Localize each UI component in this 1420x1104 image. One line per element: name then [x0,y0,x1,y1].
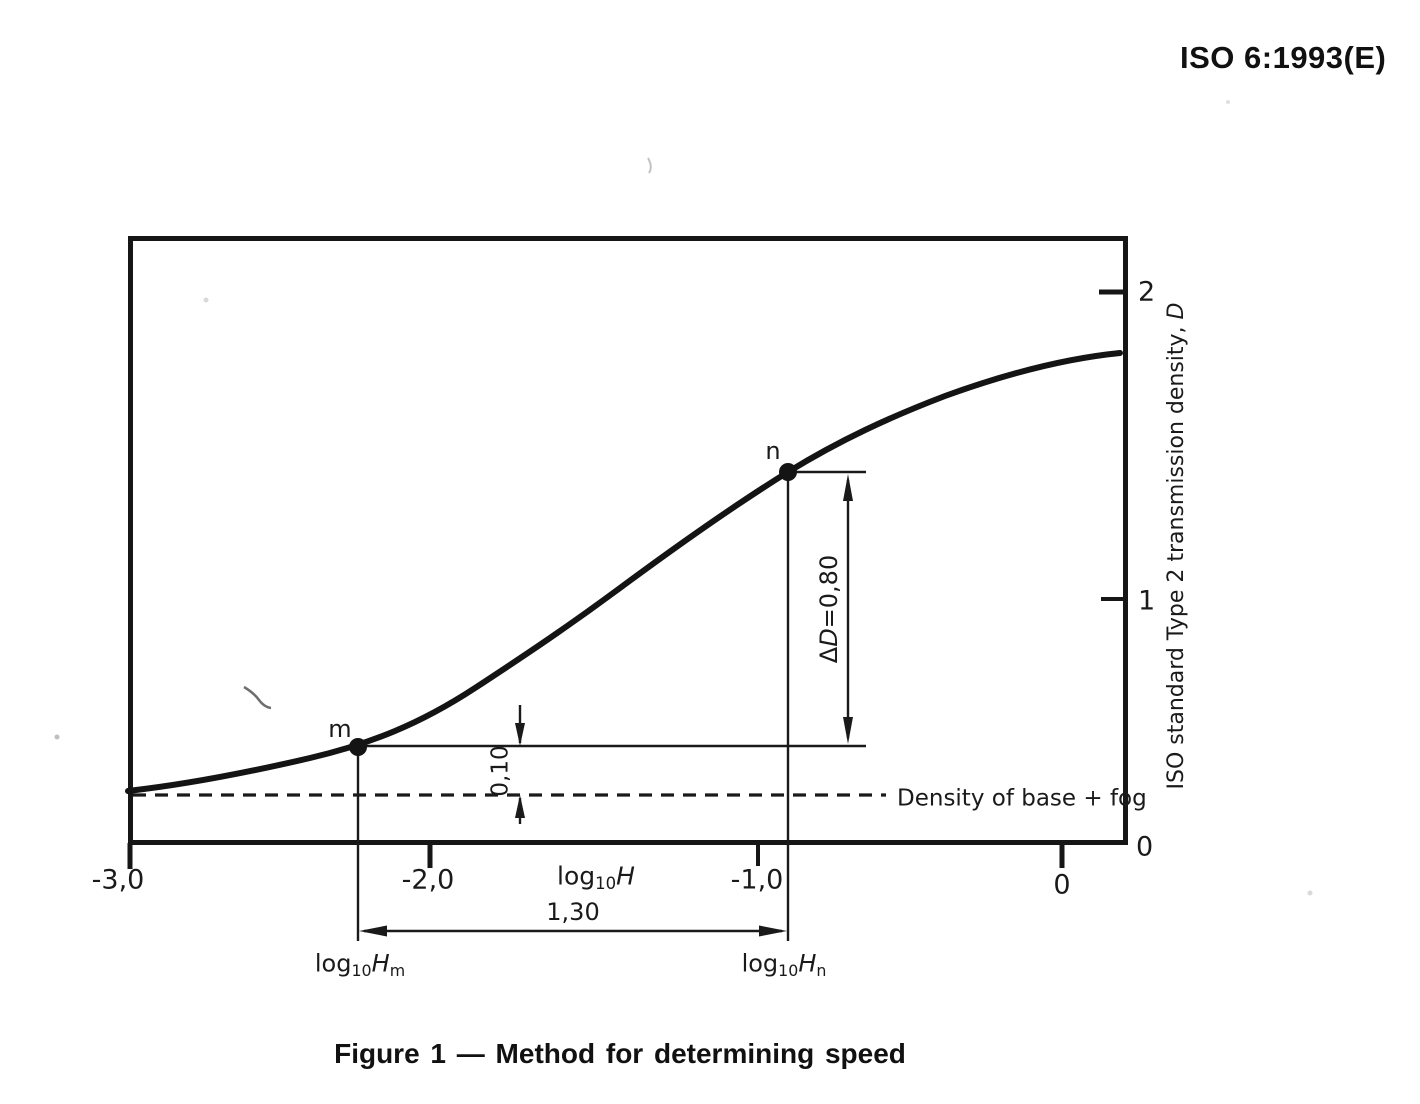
y-axis-symbol: D [1164,302,1189,320]
x-axis-title-symbol: H [616,861,635,891]
delta-d-symbol: D [815,628,843,647]
x-axis-title-log: log [557,861,596,891]
y-tick-label-2: 2 [1138,276,1156,308]
y-tick-label-1: 1 [1138,585,1156,617]
x-tick-label-0: 0 [1053,869,1071,901]
log10Hn-label: log10Hn [742,951,827,978]
page-header: ISO 6:1993(E) [1180,42,1386,73]
scan-artifacts [54,100,1313,896]
base-plus-fog-label: Density of base + fog [897,785,1147,812]
delta-d-value: =0,80 [815,554,843,629]
log10Hm-sub: 10 [351,960,372,980]
log10Hm-label: log10Hm [315,951,405,978]
span-1-30-arrow [359,925,787,937]
scan-smudge-stroke [243,685,272,710]
span-1-30-label: 1,30 [546,898,600,926]
y-axis-title: ISO standard Type 2 transmission density… [1164,302,1189,790]
x-axis-title-sub: 10 [595,874,617,894]
delta-symbol: Δ [815,646,843,664]
delta-d-arrow [843,474,853,744]
delta-d-label: ΔD=0,80 [815,554,843,664]
scan-dot-3 [1226,100,1230,104]
log10Hn-sub: 10 [778,960,799,980]
log10Hn-symbol: H [798,949,817,978]
characteristic-curve [125,350,1123,794]
log10Hn-log: log [741,949,779,978]
log10Hm-point-sub: m [389,960,406,980]
gap-0-10-label: 0,10 [487,745,514,797]
log10Hm-symbol: H [371,949,390,978]
point-m-dot [349,738,367,756]
point-n-dot [779,463,797,481]
figure-caption: Figure 1 — Method for determining speed [334,1038,906,1069]
scan-dot-2 [1307,890,1313,896]
log10Hn-point-sub: n [816,960,827,980]
page-header-text: ISO 6:1993(E) [1180,40,1387,75]
log10Hm-log: log [314,949,352,978]
scan-mark-top [647,157,652,174]
point-m-label: m [328,715,352,743]
x-tick-label-m1: -1,0 [730,864,784,896]
plot-box [128,236,1128,845]
point-n-label: n [765,437,781,465]
x-axis-title: log10H [557,863,635,892]
y-tick-label-0: 0 [1136,831,1154,863]
scan-dot-left [54,734,60,740]
x-tick-label-m3: -3,0 [91,864,145,896]
gap-0-10-arrows [515,705,525,824]
x-tick-label-m2: -2,0 [401,864,455,896]
y-axis-title-text: ISO standard Type 2 transmission density… [1164,326,1189,790]
scan-dot-1 [203,297,209,303]
